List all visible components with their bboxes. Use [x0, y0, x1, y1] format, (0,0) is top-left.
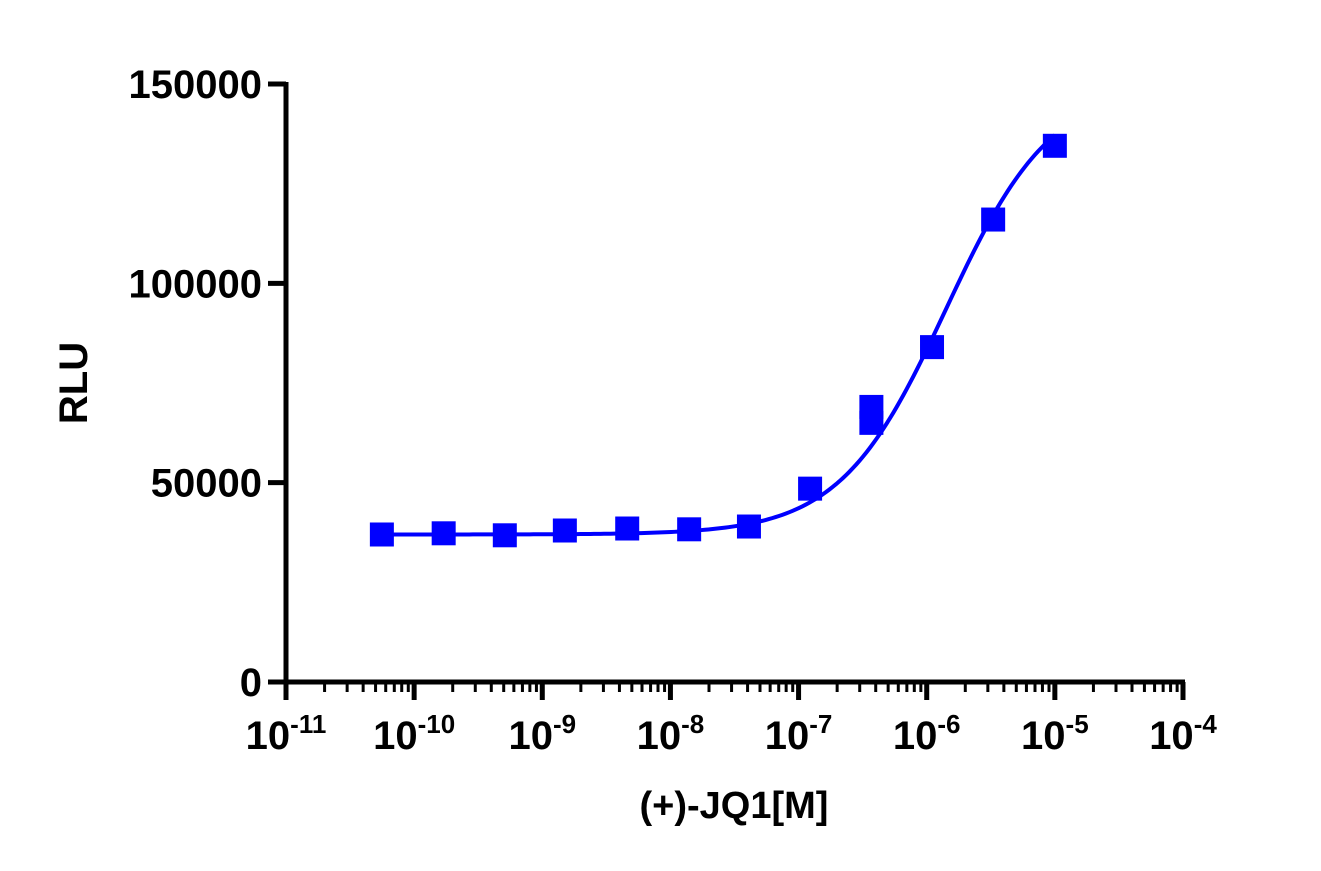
data-point-marker	[492, 523, 517, 548]
x-tick-labels: 10-11 10-10 10-9 10-8 10-7 10-6 10-5 10-4	[246, 709, 1218, 758]
data-point-marker	[677, 517, 702, 542]
data-point-marker	[798, 476, 823, 501]
data-point-marker	[552, 518, 577, 543]
data-point-marker	[981, 207, 1006, 232]
data-point-marker	[369, 522, 394, 547]
y-tick-labels: 0 50000 100000 150000	[129, 63, 262, 705]
x-tick-label: 10-10	[373, 709, 455, 758]
data-point-marker	[1042, 133, 1067, 158]
data-point-marker	[920, 335, 945, 360]
x-tick-label: 10-7	[765, 709, 833, 758]
data-point-marker	[615, 516, 640, 541]
data-points	[369, 133, 1067, 548]
tick-marks	[268, 81, 1186, 700]
data-point-marker	[736, 514, 761, 539]
y-tick-label: 0	[240, 661, 262, 705]
x-tick-label: 10-8	[637, 709, 705, 758]
y-tick-label: 50000	[151, 462, 262, 506]
y-tick-label: 100000	[129, 262, 262, 306]
x-tick-label: 10-6	[893, 709, 961, 758]
axes	[283, 82, 1185, 685]
fit-curve	[381, 133, 1057, 537]
data-point-marker	[859, 394, 884, 419]
x-axis-label: (+)-JQ1[M]	[640, 785, 829, 827]
x-tick-label: 10-5	[1021, 709, 1089, 758]
data-point-marker	[431, 521, 456, 546]
y-tick-label: 150000	[129, 63, 262, 107]
y-axis-label: RLU	[52, 342, 96, 424]
x-tick-label: 10-9	[508, 709, 576, 758]
x-tick-label: 10-11	[246, 709, 327, 758]
x-tick-label: 10-4	[1149, 709, 1217, 758]
